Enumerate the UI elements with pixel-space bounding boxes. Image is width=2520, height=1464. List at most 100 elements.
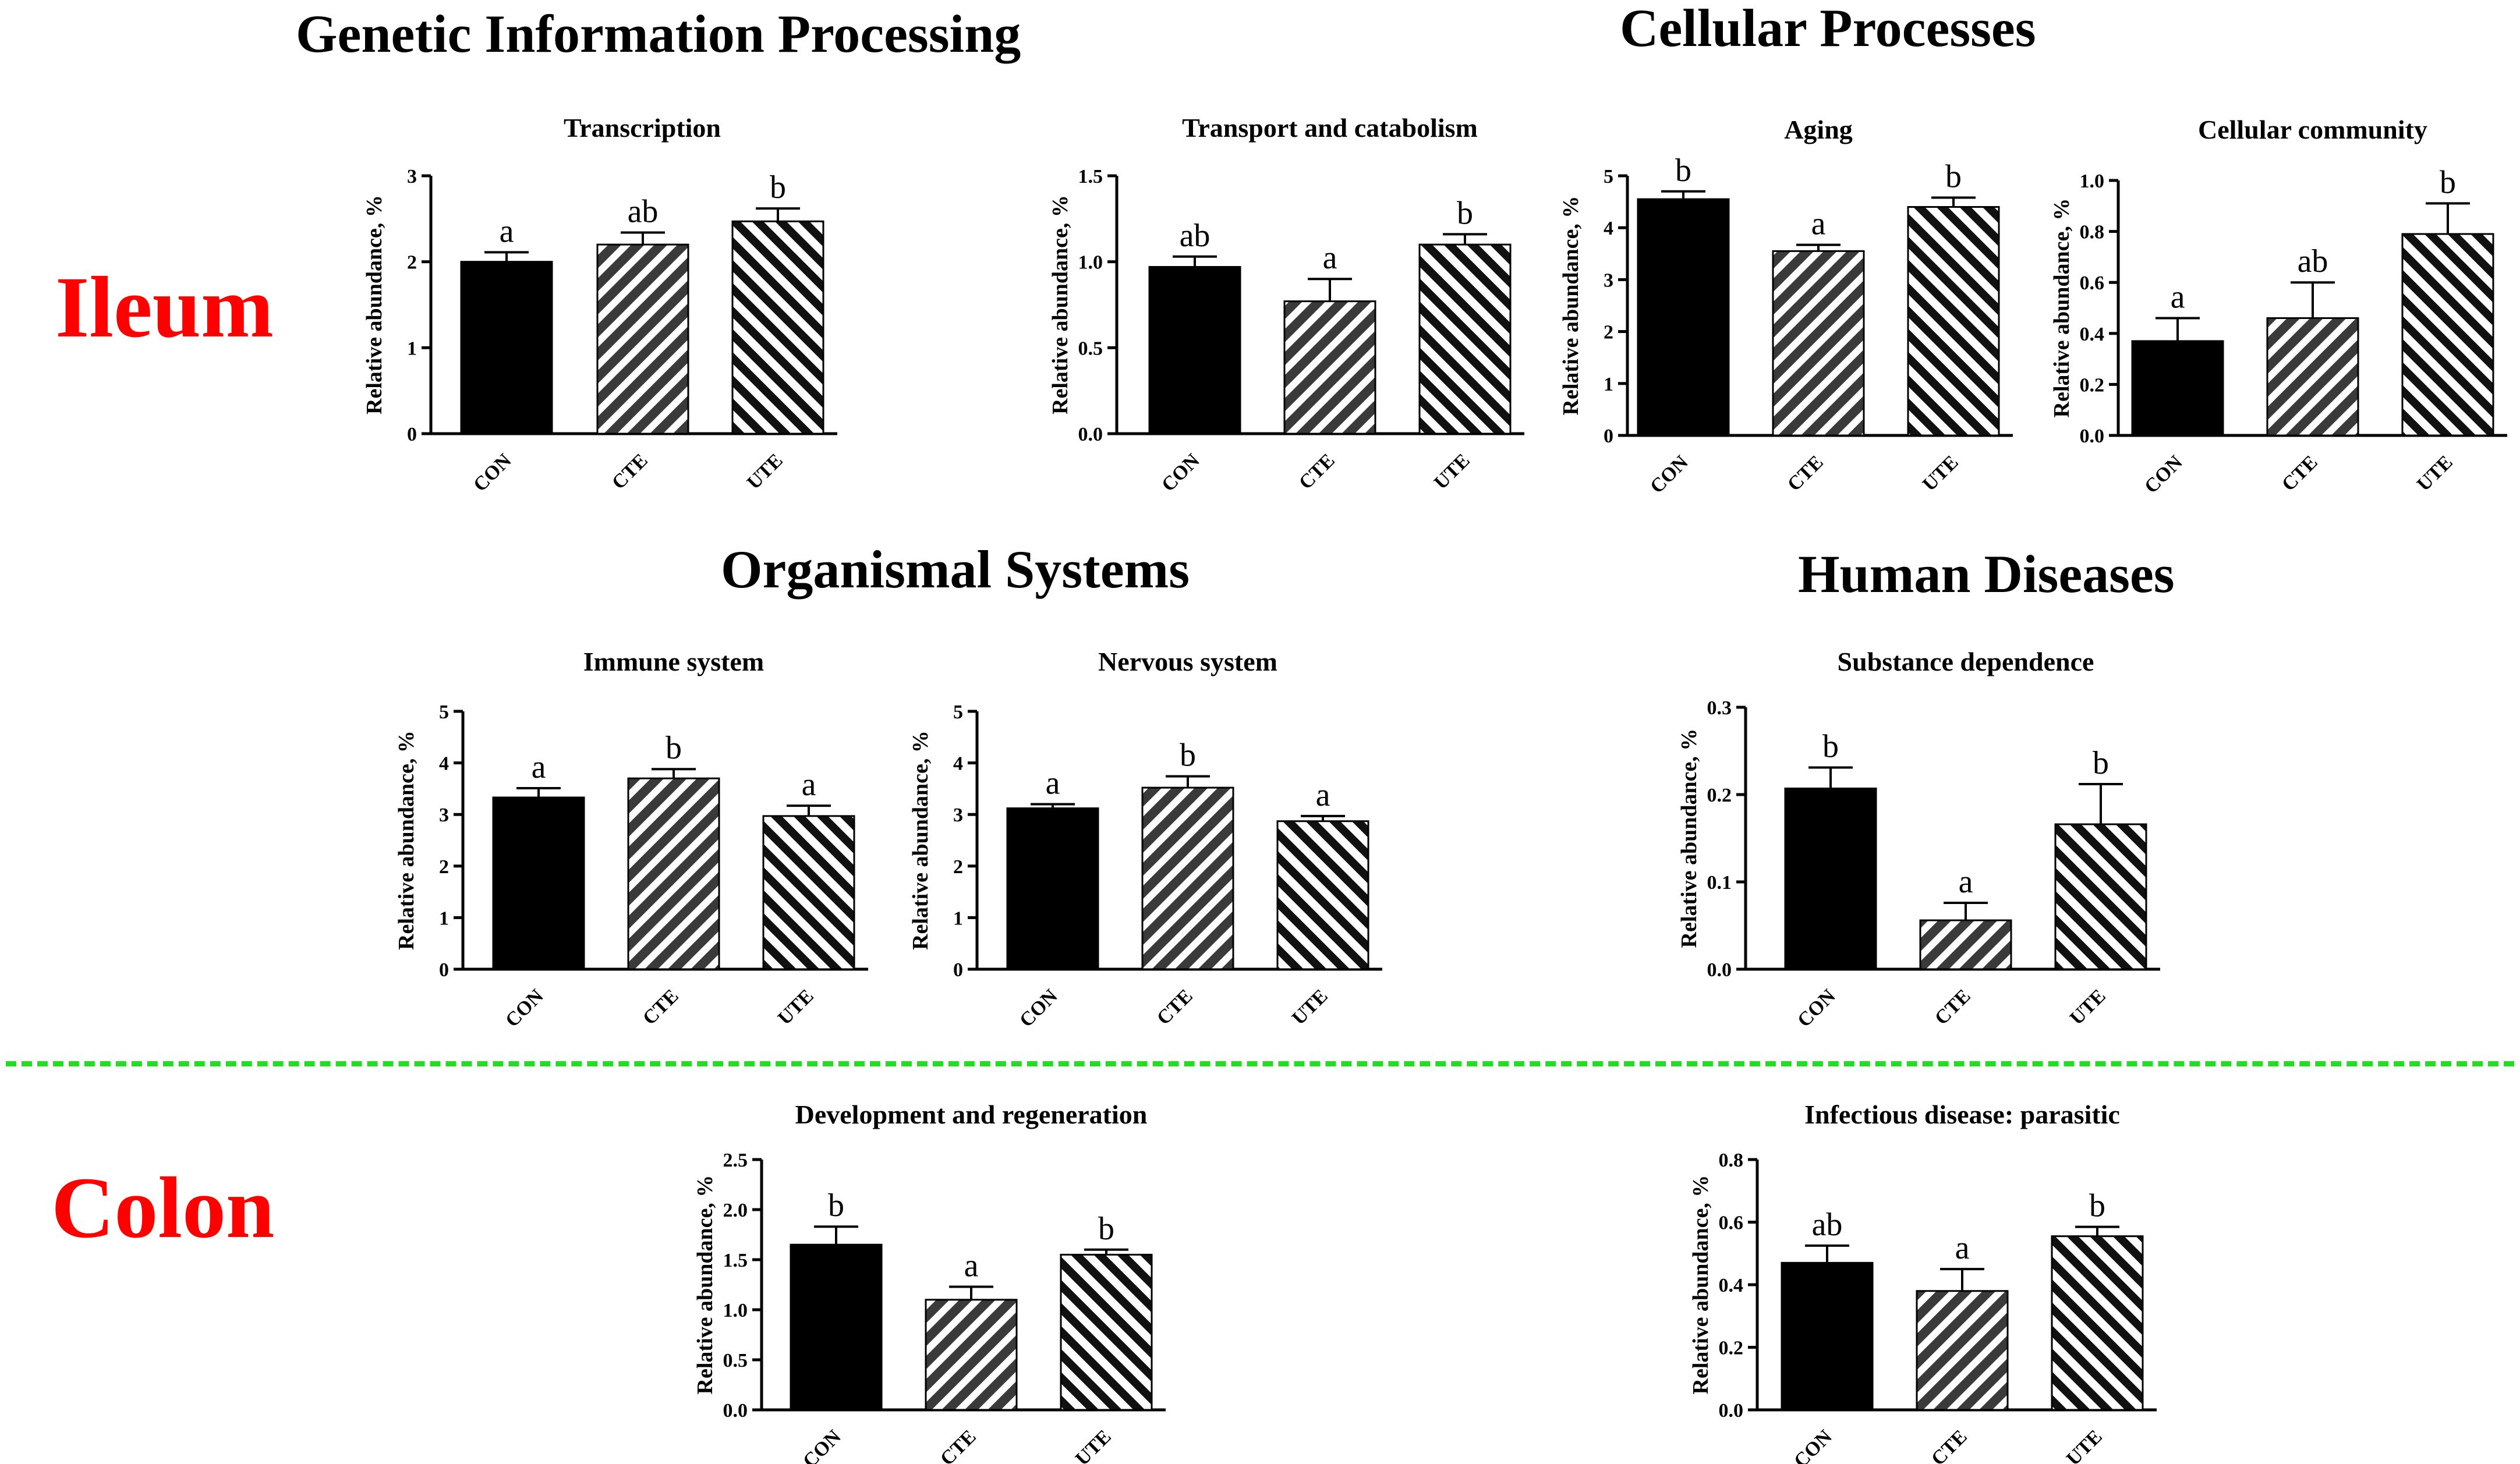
chart-9-bar-con [1781,1261,1874,1411]
heading-organismal-systems: Organismal Systems [721,540,1190,599]
region-label-ileum: Ileum [55,259,274,356]
chart-5-ytick-label: 1 [439,908,449,929]
chart-6-sig-letter: b [1180,738,1196,774]
chart-4-xtick-label: CON [2140,451,2187,498]
chart-1-xtick-label: CON [469,449,516,496]
chart-7-ytick-label: 0.0 [1707,959,1732,981]
chart-3-xtick-label: CTE [1783,451,1828,495]
chart-1-sig-letter: b [770,169,786,205]
chart-7-bar-cte [1919,919,2012,970]
chart-4-sig-letter: b [2440,164,2456,200]
chart-9-xtick-label: CON [1790,1426,1836,1464]
chart-7-xtick-label: UTE [2066,985,2110,1029]
chart-1-xtick-label: CTE [608,449,652,494]
chart-5-bar-con [492,796,585,970]
chart-3-ytick-label: 4 [1604,218,1613,239]
chart-7-sig-letter: a [1959,864,1973,900]
chart-9-sig-letter: b [2089,1188,2105,1224]
chart-3-title: Aging [1784,115,1853,144]
chart-5-ytick-label: 3 [439,804,449,826]
chart-6-sig-letter: a [1046,765,1060,801]
ileum-colon-divider [6,1061,2514,1066]
chart-6-xtick-label: CON [1015,985,1062,1031]
chart-3-bar-con [1637,198,1730,437]
chart-9-ytick-label: 0.8 [1719,1150,1744,1171]
chart-3-ytick-label: 0 [1604,426,1613,447]
chart-3-xtick-label: CON [1646,451,1693,498]
chart-5-ylabel: Relative abundance, % [394,731,419,950]
chart-8-xtick-label: CON [799,1426,845,1464]
chart-3-ytick-label: 3 [1604,270,1613,291]
chart-8-xtick-label: CTE [936,1426,981,1464]
chart-4-ytick-label: 0.4 [2080,324,2105,345]
chart-3-ytick-label: 2 [1604,322,1613,343]
chart-6-ytick-label: 5 [953,701,963,723]
chart-5-ytick-label: 4 [439,753,449,775]
chart-5-xtick-label: CON [501,985,548,1031]
chart-8-sig-letter: b [1098,1211,1114,1247]
chart-6-ylabel: Relative abundance, % [908,731,933,950]
chart-6-xtick-label: CTE [1153,985,1197,1029]
chart-1-ytick-label: 1 [407,338,417,359]
chart-7-ylabel: Relative abundance, % [1677,729,1701,948]
chart-4-title: Cellular community [2198,115,2427,144]
chart-4-ylabel: Relative abundance, % [2050,198,2074,418]
chart-6-xtick-label: UTE [1288,985,1332,1029]
chart-5-sig-letter: a [802,767,816,803]
chart-3-ytick-label: 1 [1604,374,1613,395]
chart-1-title: Transcription [564,113,721,143]
chart-5-bar-ute [762,815,855,970]
chart-5-xtick-label: UTE [774,985,818,1029]
chart-7-ytick-label: 0.3 [1707,697,1732,719]
chart-9-xtick-label: CTE [1927,1426,1972,1464]
chart-1-bar-ute [731,220,824,435]
chart-9-xtick-label: UTE [2062,1426,2107,1464]
chart-6-ytick-label: 0 [953,959,963,981]
chart-3-bar-cte [1772,250,1865,437]
chart-4-ytick-label: 0.0 [2080,426,2105,447]
chart-6-ytick-label: 2 [953,856,963,878]
chart-8-ytick-label: 0.5 [723,1350,748,1371]
heading-genetic-information-processing: Genetic Information Processing [296,4,1021,63]
chart-9-bar-ute [2051,1235,2144,1411]
chart-8-ytick-label: 2.5 [723,1150,748,1171]
chart-2-ylabel: Relative abundance, % [1048,195,1073,414]
chart-5-sig-letter: b [666,730,682,766]
chart-6-sig-letter: a [1316,777,1330,813]
chart-1-sig-letter: a [500,213,514,249]
chart-4-bar-ute [2401,233,2494,437]
chart-4-bar-con [2131,340,2224,437]
chart-9-title: Infectious disease: parasitic [1804,1100,2120,1129]
chart-9-bar-cte [1916,1290,2009,1411]
chart-8-xtick-label: UTE [1071,1426,1116,1464]
chart-2-sig-letter: ab [1180,218,1211,254]
chart-2-bar-cte [1283,300,1376,435]
chart-8-ytick-label: 1.0 [723,1300,748,1321]
region-label-colon: Colon [51,1160,275,1256]
chart-2-sig-letter: b [1457,195,1473,231]
chart-4-sig-letter: ab [2298,243,2328,279]
chart-2-sig-letter: a [1323,240,1337,276]
chart-4-ytick-label: 0.6 [2080,272,2105,294]
chart-9-ytick-label: 0.6 [1719,1213,1744,1234]
chart-5-ytick-label: 5 [439,701,449,723]
chart-4-sig-letter: a [2171,279,2185,316]
chart-9-sig-letter: ab [1812,1207,1843,1243]
chart-6-bar-con [1006,807,1099,970]
chart-3-xtick-label: UTE [1919,451,1963,495]
chart-8-ytick-label: 0.0 [723,1400,748,1422]
chart-5-sig-letter: a [532,749,546,785]
chart-3-bar-ute [1907,206,2000,437]
chart-1-xtick-label: UTE [743,449,787,494]
chart-6-ytick-label: 4 [953,753,963,775]
chart-4-xtick-label: UTE [2413,451,2457,495]
chart-5-bar-cte [627,777,720,970]
chart-6-bar-ute [1276,820,1369,970]
chart-2-xtick-label: UTE [1430,449,1474,494]
heading-human-diseases: Human Diseases [1798,544,2175,604]
chart-8-bar-cte [925,1299,1018,1411]
chart-1-bar-con [460,261,553,435]
chart-2-ytick-label: 0.5 [1078,338,1103,359]
chart-7-ytick-label: 0.2 [1707,785,1732,806]
